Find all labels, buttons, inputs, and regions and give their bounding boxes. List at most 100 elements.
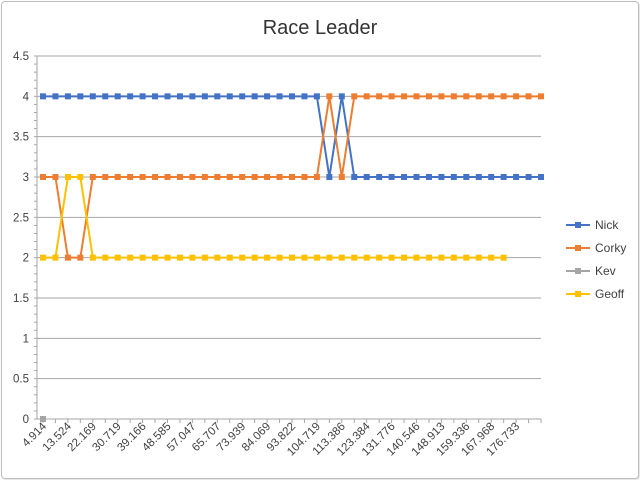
data-point xyxy=(450,254,457,261)
y-tick-label: 4.5 xyxy=(13,51,29,63)
data-point xyxy=(326,174,333,180)
data-point xyxy=(189,93,196,100)
data-point xyxy=(388,254,395,261)
data-point xyxy=(463,93,470,100)
data-point xyxy=(475,93,482,100)
data-point xyxy=(89,93,96,100)
data-point xyxy=(89,254,96,261)
data-point xyxy=(525,174,532,180)
data-point xyxy=(450,93,457,100)
data-point xyxy=(413,254,420,261)
legend-label: Geoff xyxy=(595,287,625,301)
legend-marker xyxy=(575,291,581,297)
data-point xyxy=(52,254,59,261)
data-point xyxy=(40,416,46,422)
data-point xyxy=(201,254,208,261)
data-point xyxy=(264,254,271,261)
data-point xyxy=(413,93,420,100)
data-point xyxy=(475,174,482,180)
data-point xyxy=(239,174,246,180)
data-point xyxy=(376,93,383,100)
data-point xyxy=(214,174,221,180)
data-point xyxy=(164,93,171,100)
data-point xyxy=(438,93,445,100)
data-point xyxy=(77,254,84,261)
data-point xyxy=(425,93,432,100)
data-point xyxy=(289,174,295,180)
legend-item-geoff: Geoff xyxy=(566,287,625,301)
data-point xyxy=(189,254,196,261)
y-tick-label: 3.5 xyxy=(13,132,29,144)
data-point xyxy=(450,174,457,180)
legend-label: Corky xyxy=(595,241,626,255)
y-tick-label: 0 xyxy=(23,414,29,426)
data-point xyxy=(226,174,233,180)
data-point xyxy=(363,254,370,261)
data-point xyxy=(176,93,183,100)
data-point xyxy=(176,254,183,261)
data-point xyxy=(488,254,495,261)
data-point xyxy=(77,174,84,180)
data-point xyxy=(488,93,495,100)
data-point xyxy=(388,174,395,180)
data-point xyxy=(226,254,233,261)
legend: Nick Corky Kev Geoff xyxy=(566,218,626,301)
data-point xyxy=(363,174,370,180)
legend-item-kev: Kev xyxy=(566,264,616,278)
data-point xyxy=(64,93,71,100)
data-point xyxy=(326,93,333,100)
y-axis: 0 0.5 1 1.5 2 2.5 3 3.5 4 4.5 xyxy=(13,51,38,426)
data-point xyxy=(152,174,159,180)
data-point xyxy=(438,174,445,180)
data-point xyxy=(239,93,246,100)
y-tick-label: 3 xyxy=(23,172,29,184)
data-point xyxy=(201,174,208,180)
data-point xyxy=(425,174,432,180)
data-point xyxy=(413,174,420,180)
data-point xyxy=(313,254,320,261)
data-point xyxy=(326,254,333,261)
data-point xyxy=(301,93,308,100)
data-point xyxy=(102,174,109,180)
data-point xyxy=(102,254,109,261)
data-point xyxy=(152,93,159,100)
data-point xyxy=(513,93,520,100)
data-point xyxy=(388,93,395,100)
data-point xyxy=(139,174,146,180)
data-point xyxy=(114,174,121,180)
data-point xyxy=(425,254,432,261)
data-point xyxy=(500,174,507,180)
data-point xyxy=(264,174,271,180)
data-point xyxy=(251,93,258,100)
data-point xyxy=(89,174,96,180)
data-point xyxy=(64,174,71,180)
legend-marker xyxy=(575,245,581,251)
data-point xyxy=(264,93,271,100)
data-point xyxy=(475,254,482,261)
data-point xyxy=(127,254,134,261)
plot-area xyxy=(40,93,544,422)
legend-marker xyxy=(575,222,581,228)
data-point xyxy=(52,93,59,100)
y-tick-label: 1 xyxy=(23,333,29,345)
data-point xyxy=(289,254,295,261)
data-point xyxy=(525,93,532,100)
data-point xyxy=(500,93,507,100)
data-point xyxy=(276,254,283,261)
data-point xyxy=(351,174,358,180)
data-point xyxy=(214,93,221,100)
data-point xyxy=(301,254,308,261)
data-point xyxy=(64,254,71,261)
data-point xyxy=(438,254,445,261)
data-point xyxy=(114,254,121,261)
data-point xyxy=(488,174,495,180)
legend-item-nick: Nick xyxy=(566,218,619,232)
data-point xyxy=(139,93,146,100)
data-point xyxy=(52,174,59,180)
series-corky xyxy=(40,93,544,261)
data-point xyxy=(463,254,470,261)
data-point xyxy=(139,254,146,261)
data-point xyxy=(351,254,358,261)
data-point xyxy=(338,93,345,100)
data-point xyxy=(276,93,283,100)
